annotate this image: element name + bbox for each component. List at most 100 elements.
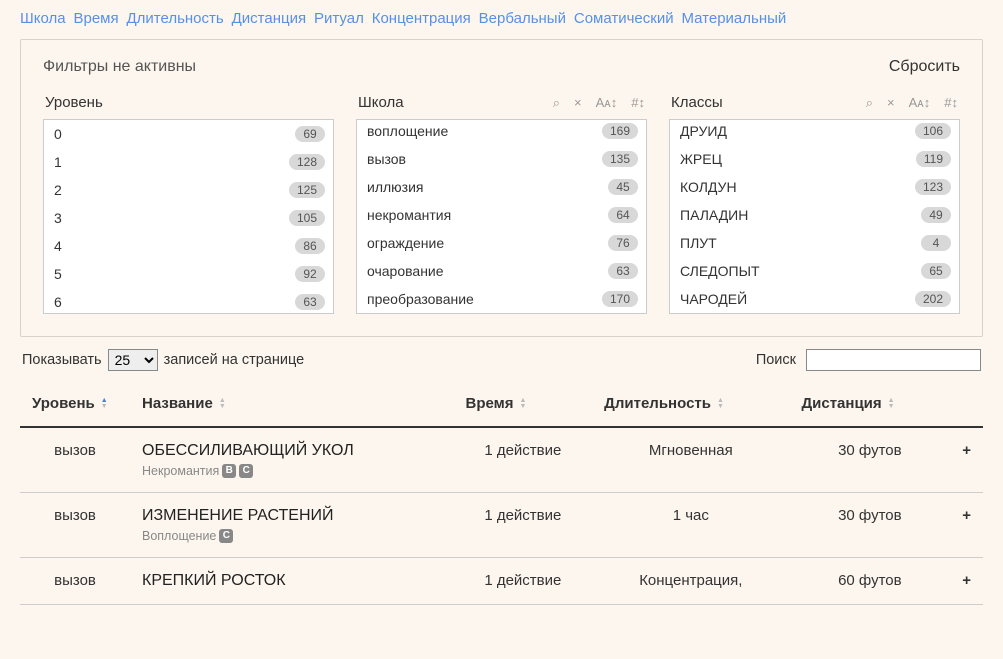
- spell-name[interactable]: ИЗМЕНЕНИЕ РАСТЕНИЙ: [142, 507, 442, 525]
- cell-name: ОБЕССИЛИВАЮЩИЙ УКОЛНекромантияВС: [130, 427, 454, 493]
- filter-item[interactable]: очарование63: [357, 257, 646, 285]
- sort-arrows-icon: ▲▼: [101, 398, 108, 410]
- top-link[interactable]: Время: [73, 10, 118, 27]
- spell-name[interactable]: КРЕПКИЙ РОСТОК: [142, 572, 442, 590]
- filter-item[interactable]: КОЛДУН123: [670, 173, 959, 201]
- filter-item[interactable]: преобразование 170: [357, 285, 646, 313]
- filter-item[interactable]: 663: [44, 288, 333, 314]
- filter-item-count: 125: [289, 182, 325, 198]
- top-link[interactable]: Школа: [20, 10, 66, 27]
- filter-item-label: ЖРЕЦ: [680, 151, 722, 167]
- top-link[interactable]: Вербальный: [479, 10, 566, 27]
- filter-item-label: ограждение: [367, 235, 444, 251]
- top-link[interactable]: Соматический: [574, 10, 674, 27]
- cell-level: вызов: [20, 493, 130, 558]
- filter-column: Классы⌕×Aᴀ↕#↕ДРУИД106ЖРЕЦ119КОЛДУН123ПАЛ…: [669, 94, 960, 314]
- expand-button[interactable]: +: [950, 427, 983, 493]
- filter-item[interactable]: ПАЛАДИН49: [670, 201, 959, 229]
- filter-item-count: 64: [608, 207, 638, 223]
- num-sort-icon[interactable]: #↕: [944, 95, 958, 110]
- filter-item[interactable]: иллюзия45: [357, 173, 646, 201]
- filter-item-label: 2: [54, 182, 62, 198]
- cell-level: вызов: [20, 558, 130, 605]
- expand-button[interactable]: +: [950, 493, 983, 558]
- filter-item[interactable]: 2 125: [44, 176, 333, 204]
- component-badge: В: [222, 464, 236, 478]
- filter-item[interactable]: 1128: [44, 148, 333, 176]
- filter-icons: ⌕ × Aᴀ↕ #↕: [866, 95, 958, 111]
- cell-duration: 1 час: [592, 493, 789, 558]
- column-header-duration[interactable]: Длительность▲▼: [592, 385, 789, 427]
- search-icon[interactable]: ⌕: [553, 95, 560, 111]
- spell-subtitle: ВоплощениеС: [142, 529, 442, 543]
- cell-time: 1 действие: [454, 427, 593, 493]
- search-input[interactable]: [806, 349, 981, 371]
- table-row: вызовИЗМЕНЕНИЕ РАСТЕНИЙВоплощениеС1 дейс…: [20, 493, 983, 558]
- column-header-name[interactable]: Название▲▼: [130, 385, 454, 427]
- clear-icon[interactable]: ×: [574, 95, 582, 110]
- filter-list[interactable]: ДРУИД106ЖРЕЦ119КОЛДУН123ПАЛАДИН49ПЛУТ4СЛ…: [669, 119, 960, 314]
- filter-item-label: ПАЛАДИН: [680, 207, 748, 223]
- search-icon[interactable]: ⌕: [866, 95, 873, 111]
- filter-item-label: иллюзия: [367, 179, 423, 195]
- filter-list[interactable]: 0 69 1128 2 125 3105486592663: [43, 119, 334, 314]
- filter-item-count: 86: [295, 238, 325, 254]
- alpha-sort-icon[interactable]: Aᴀ↕: [596, 95, 618, 110]
- filter-item-count: 92: [295, 266, 325, 282]
- pager-row: Показывать 102550100 записей на странице…: [22, 349, 981, 371]
- filter-item-label: воплощение: [367, 123, 448, 139]
- filter-column: Уровень069112821253105486592663: [43, 94, 334, 314]
- top-link[interactable]: Дистанция: [232, 10, 306, 27]
- filter-item-count: 69: [295, 126, 325, 142]
- component-badge: С: [219, 529, 233, 543]
- cell-distance: 60 футов: [789, 558, 950, 605]
- column-header-expand: [950, 385, 983, 427]
- filter-item-count: 170: [602, 291, 638, 307]
- filter-item[interactable]: ограждение76: [357, 229, 646, 257]
- filter-item[interactable]: ДРУИД106: [670, 119, 959, 145]
- filter-title: Школа: [358, 94, 404, 111]
- filter-item[interactable]: некромантия64: [357, 201, 646, 229]
- filter-item[interactable]: ЖРЕЦ119: [670, 145, 959, 173]
- filter-item-count: 63: [295, 294, 325, 310]
- spell-name[interactable]: ОБЕССИЛИВАЮЩИЙ УКОЛ: [142, 442, 442, 460]
- clear-icon[interactable]: ×: [887, 95, 895, 110]
- filter-item-label: преобразование: [367, 291, 474, 307]
- filter-item-label: 0: [54, 126, 62, 142]
- top-link[interactable]: Концентрация: [372, 10, 471, 27]
- filter-item[interactable]: 486: [44, 232, 333, 260]
- top-link[interactable]: Длительность: [127, 10, 224, 27]
- filter-item[interactable]: 592: [44, 260, 333, 288]
- cell-level: вызов: [20, 427, 130, 493]
- sort-arrows-icon: ▲▼: [717, 398, 724, 410]
- expand-button[interactable]: +: [950, 558, 983, 605]
- filter-item[interactable]: воплощение169: [357, 119, 646, 145]
- column-header-distance[interactable]: Диста­нция▲▼: [789, 385, 950, 427]
- reset-button[interactable]: Сбросить: [889, 58, 960, 76]
- alpha-sort-icon[interactable]: Aᴀ↕: [909, 95, 931, 110]
- filter-item[interactable]: ПЛУТ4: [670, 229, 959, 257]
- filter-item[interactable]: вызов135: [357, 145, 646, 173]
- top-link[interactable]: Материальный: [681, 10, 786, 27]
- filter-item-label: СЛЕДОПЫТ: [680, 263, 760, 279]
- cell-distance: 30 футов: [789, 427, 950, 493]
- filter-item[interactable]: СЛЕДОПЫТ65: [670, 257, 959, 285]
- filter-item[interactable]: 3105: [44, 204, 333, 232]
- filter-icons: ⌕ × Aᴀ↕ #↕: [553, 95, 645, 111]
- per-page-select[interactable]: 102550100: [108, 349, 158, 371]
- table-row: вызовОБЕССИЛИВАЮЩИЙ УКОЛНекромантияВС1 д…: [20, 427, 983, 493]
- filter-title: Классы: [671, 94, 723, 111]
- column-header-time[interactable]: Время▲▼: [454, 385, 593, 427]
- filter-item[interactable]: ЧАРОДЕЙ202: [670, 285, 959, 313]
- component-badge: С: [239, 464, 253, 478]
- filter-item[interactable]: 0 69: [44, 120, 333, 148]
- cell-distance: 30 футов: [789, 493, 950, 558]
- filter-list[interactable]: воплощение169вызов135иллюзия45некроманти…: [356, 119, 647, 314]
- cell-name: КРЕПКИЙ РОСТОК: [130, 558, 454, 605]
- top-link[interactable]: Ритуал: [314, 10, 364, 27]
- cell-duration: Концентрация,: [592, 558, 789, 605]
- sort-arrows-icon: ▲▼: [219, 398, 226, 410]
- num-sort-icon[interactable]: #↕: [631, 95, 645, 110]
- cell-time: 1 действие: [454, 558, 593, 605]
- column-header-level[interactable]: Уровень▲▼: [20, 385, 130, 427]
